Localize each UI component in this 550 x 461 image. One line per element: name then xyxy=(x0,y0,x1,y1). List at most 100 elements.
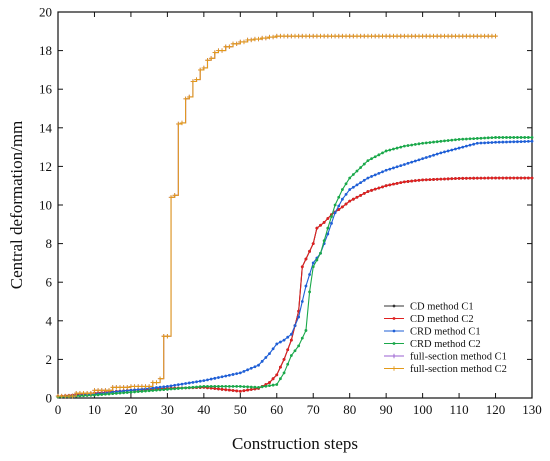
data-point xyxy=(253,365,257,369)
data-point xyxy=(337,195,341,199)
data-point xyxy=(268,381,271,384)
data-point xyxy=(279,340,282,344)
data-point xyxy=(249,388,253,391)
data-point xyxy=(351,197,355,201)
data-point xyxy=(70,393,75,399)
data-point xyxy=(180,382,184,386)
data-point xyxy=(96,393,100,397)
data-point xyxy=(190,79,196,84)
x-tick-label: 130 xyxy=(522,402,542,417)
data-point xyxy=(129,390,133,394)
data-point xyxy=(523,140,527,143)
data-point xyxy=(198,385,202,389)
data-point xyxy=(191,385,195,389)
data-point xyxy=(231,373,235,376)
data-point xyxy=(373,155,377,159)
data-point xyxy=(330,221,333,225)
data-point xyxy=(271,377,275,381)
data-point xyxy=(454,138,457,142)
data-point xyxy=(464,176,468,180)
legend-label: full-section method C2 xyxy=(410,364,507,375)
data-point xyxy=(341,197,344,201)
legend-item: CRD method C1 xyxy=(384,327,481,338)
data-point xyxy=(253,385,257,389)
data-point xyxy=(497,136,501,139)
data-point xyxy=(493,33,498,39)
data-point xyxy=(337,204,341,208)
data-point xyxy=(428,178,432,182)
data-point xyxy=(319,223,322,227)
data-point xyxy=(384,168,388,172)
data-point xyxy=(530,139,534,143)
data-point xyxy=(486,141,490,145)
x-tick-label: 20 xyxy=(124,402,137,417)
data-point xyxy=(104,392,107,396)
data-point xyxy=(530,176,534,180)
data-point xyxy=(217,376,220,379)
data-point xyxy=(172,193,177,198)
data-point xyxy=(201,65,207,71)
data-point xyxy=(206,378,209,382)
data-point xyxy=(413,179,417,183)
data-point xyxy=(213,387,217,390)
data-point xyxy=(464,144,468,148)
data-point xyxy=(344,182,348,186)
data-point xyxy=(483,136,486,140)
data-point xyxy=(526,136,530,139)
data-point xyxy=(341,188,344,191)
data-point xyxy=(359,166,363,169)
data-point xyxy=(122,391,126,395)
data-point xyxy=(289,354,293,357)
data-point xyxy=(446,149,450,153)
y-tick-label: 6 xyxy=(46,275,53,290)
data-point xyxy=(516,176,519,180)
data-point xyxy=(286,348,290,352)
data-point xyxy=(373,187,377,191)
data-point xyxy=(523,136,527,139)
legend-label: CD method C2 xyxy=(410,314,474,325)
series-group xyxy=(55,33,534,399)
data-point xyxy=(100,393,104,396)
data-point xyxy=(384,149,388,153)
data-point xyxy=(173,387,177,391)
data-point xyxy=(421,141,425,145)
data-point xyxy=(435,177,439,181)
data-point xyxy=(133,390,136,394)
data-point xyxy=(370,157,373,161)
data-point xyxy=(194,77,199,82)
data-point xyxy=(424,178,428,182)
data-point xyxy=(461,137,465,141)
data-point xyxy=(359,193,363,197)
legend-marker xyxy=(392,342,396,345)
data-point xyxy=(235,385,239,388)
data-point xyxy=(176,383,180,387)
data-point xyxy=(213,385,217,388)
data-point xyxy=(246,368,250,372)
data-point xyxy=(406,161,410,165)
data-point xyxy=(208,56,214,61)
legend-label: full-section method C1 xyxy=(410,352,507,363)
legend-label: CD method C1 xyxy=(410,302,474,313)
data-point xyxy=(497,140,501,144)
data-point xyxy=(168,195,174,200)
legend-item: CD method C1 xyxy=(384,302,474,313)
data-point xyxy=(516,140,519,144)
data-point xyxy=(220,387,224,391)
data-point xyxy=(187,94,192,100)
data-point xyxy=(494,176,497,180)
data-point xyxy=(355,195,359,199)
data-point xyxy=(388,167,392,171)
data-point xyxy=(264,356,268,359)
data-point xyxy=(413,159,417,163)
data-point xyxy=(264,384,268,388)
data-point xyxy=(238,385,242,388)
data-point xyxy=(184,382,188,385)
data-point xyxy=(505,136,508,139)
x-tick-label: 120 xyxy=(486,402,506,417)
data-point xyxy=(443,139,446,143)
data-point xyxy=(246,385,250,389)
data-point xyxy=(330,215,333,218)
y-tick-label: 2 xyxy=(46,352,53,367)
data-point xyxy=(147,389,151,393)
